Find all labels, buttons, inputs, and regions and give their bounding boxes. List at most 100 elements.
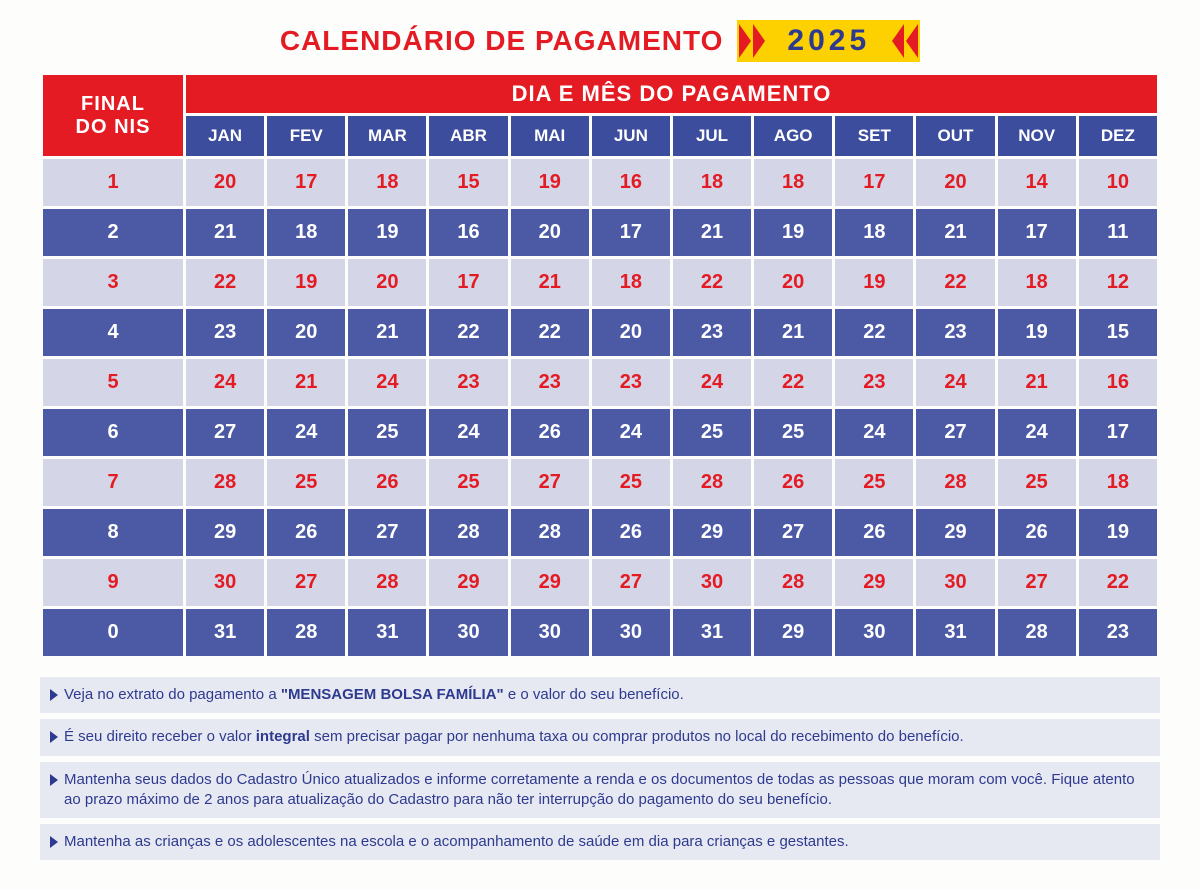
day-cell: 21 [267,359,345,406]
table-row: 8292627282826292726292619 [43,509,1157,556]
day-cell: 30 [835,609,913,656]
day-cell: 23 [1079,609,1157,656]
day-cell: 24 [998,409,1076,456]
table-row: 6272425242624252524272417 [43,409,1157,456]
day-cell: 15 [429,159,507,206]
day-cell: 17 [835,159,913,206]
day-cell: 25 [348,409,426,456]
day-cell: 19 [754,209,832,256]
nis-cell: 3 [43,259,183,306]
day-cell: 18 [1079,459,1157,506]
day-cell: 26 [754,459,832,506]
day-cell: 28 [348,559,426,606]
day-cell: 24 [186,359,264,406]
day-cell: 27 [592,559,670,606]
day-cell: 23 [429,359,507,406]
day-cell: 22 [673,259,751,306]
day-cell: 19 [267,259,345,306]
day-cell: 26 [835,509,913,556]
day-cell: 30 [511,609,589,656]
day-cell: 28 [511,509,589,556]
day-cell: 18 [267,209,345,256]
day-cell: 30 [592,609,670,656]
day-cell: 29 [429,559,507,606]
day-cell: 27 [916,409,994,456]
day-cell: 12 [1079,259,1157,306]
note-text: Mantenha seus dados do Cadastro Único at… [64,770,1148,811]
day-cell: 23 [916,309,994,356]
note-text: Mantenha as crianças e os adolescentes n… [64,832,849,852]
day-cell: 26 [592,509,670,556]
table-header: FINAL DO NIS DIA E MÊS DO PAGAMENTO JANF… [43,75,1157,156]
day-cell: 20 [754,259,832,306]
day-cell: 24 [835,409,913,456]
nis-cell: 5 [43,359,183,406]
day-cell: 18 [835,209,913,256]
day-cell: 21 [998,359,1076,406]
day-cell: 10 [1079,159,1157,206]
day-cell: 26 [998,509,1076,556]
table-row: 4232021222220232122231915 [43,309,1157,356]
bullet-icon [50,774,58,786]
page-title: CALENDÁRIO DE PAGAMENTO [280,25,724,57]
corner-header: FINAL DO NIS [43,75,183,156]
day-cell: 29 [754,609,832,656]
day-cell: 20 [511,209,589,256]
bullet-icon [50,689,58,701]
day-cell: 29 [916,509,994,556]
month-header: MAR [348,116,426,156]
note-item: É seu direito receber o valor integral s… [40,719,1160,755]
table-row: 2211819162017211918211711 [43,209,1157,256]
year-label: 2025 [771,20,886,62]
day-cell: 19 [835,259,913,306]
day-cell: 18 [998,259,1076,306]
day-cell: 18 [592,259,670,306]
day-cell: 27 [186,409,264,456]
month-header: JUL [673,116,751,156]
nis-cell: 7 [43,459,183,506]
day-cell: 25 [267,459,345,506]
day-cell: 30 [673,559,751,606]
day-cell: 29 [186,509,264,556]
month-header: AGO [754,116,832,156]
day-cell: 19 [348,209,426,256]
day-cell: 27 [998,559,1076,606]
table-row: 3221920172118222019221812 [43,259,1157,306]
day-cell: 29 [511,559,589,606]
table-row: 5242124232323242223242116 [43,359,1157,406]
day-cell: 29 [835,559,913,606]
day-cell: 25 [673,409,751,456]
note-text: Veja no extrato do pagamento a "MENSAGEM… [64,685,684,705]
day-cell: 21 [673,209,751,256]
day-cell: 17 [429,259,507,306]
day-cell: 18 [754,159,832,206]
day-cell: 21 [916,209,994,256]
month-header: FEV [267,116,345,156]
day-cell: 18 [673,159,751,206]
note-text: É seu direito receber o valor integral s… [64,727,964,747]
note-item: Mantenha as crianças e os adolescentes n… [40,824,1160,860]
day-cell: 23 [673,309,751,356]
month-header: OUT [916,116,994,156]
day-cell: 24 [429,409,507,456]
day-cell: 23 [186,309,264,356]
day-cell: 21 [754,309,832,356]
month-header: NOV [998,116,1076,156]
day-cell: 24 [673,359,751,406]
table-row: 9302728292927302829302722 [43,559,1157,606]
table-row: 1201718151916181817201410 [43,159,1157,206]
day-cell: 17 [998,209,1076,256]
day-cell: 17 [267,159,345,206]
day-cell: 30 [916,559,994,606]
day-cell: 31 [348,609,426,656]
day-cell: 24 [267,409,345,456]
day-cell: 30 [186,559,264,606]
day-cell: 11 [1079,209,1157,256]
corner-line1: FINAL [47,93,179,116]
table-row: 0312831303030312930312823 [43,609,1157,656]
table-row: 7282526252725282625282518 [43,459,1157,506]
day-cell: 31 [673,609,751,656]
day-cell: 28 [673,459,751,506]
month-header: JAN [186,116,264,156]
day-cell: 26 [267,509,345,556]
